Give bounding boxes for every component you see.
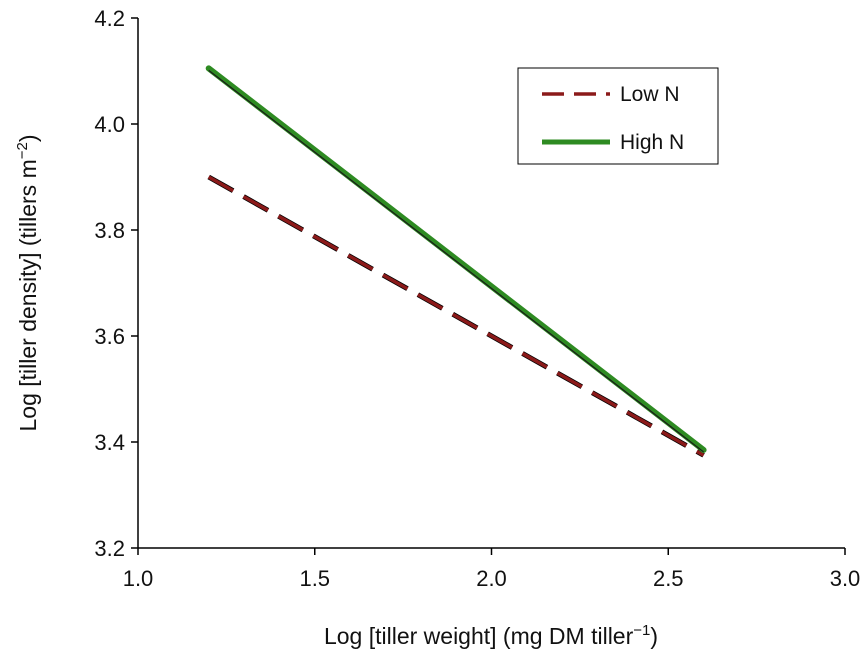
series-line-high-n-shadow (208, 69, 704, 453)
y-tick-label: 4.2 (94, 6, 125, 31)
series-line-low-n (207, 175, 705, 457)
y-tick-label: 3.4 (94, 430, 125, 455)
legend-label-high-n: High N (620, 131, 684, 154)
legend: Low N High N (517, 67, 719, 165)
series-line-high-n (205, 65, 707, 453)
y-tick-label: 3.6 (94, 324, 125, 349)
x-tick-label: 1.5 (299, 566, 330, 591)
y-tick-label: 3.2 (94, 536, 125, 561)
x-tick-label: 2.5 (653, 566, 684, 591)
y-tick-label: 3.8 (94, 218, 125, 243)
x-axis-title: Log [tiller weight] (mg DM tiller−1) (324, 622, 658, 649)
legend-box (517, 67, 719, 165)
ticks: 3.2 3.4 3.6 3.8 4.0 4.2 1.0 1.5 2.0 2.5 3.0 (94, 6, 860, 591)
x-tick-label: 1.0 (123, 566, 154, 591)
legend-label-low-n: Low N (620, 83, 680, 106)
x-tick-label: 2.0 (476, 566, 507, 591)
y-tick-label: 4.0 (94, 112, 125, 137)
series-layer (205, 65, 707, 458)
x-tick-label: 3.0 (830, 566, 861, 591)
y-axis-title: Log [tiller density] (tillers m−2) (14, 134, 41, 431)
